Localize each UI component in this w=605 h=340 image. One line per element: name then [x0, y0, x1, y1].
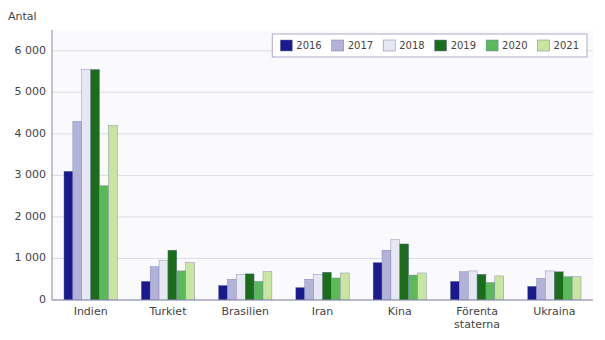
bar	[495, 276, 504, 300]
bar	[82, 69, 91, 300]
y-tick-label: 3 000	[15, 168, 47, 181]
chart: 0 1 000 2 000 3 000 4 000 5 000 6 000 Antal Indi…	[0, 0, 605, 340]
legend-label: 2016	[296, 40, 321, 51]
legend-label: 2021	[554, 40, 579, 51]
grid-line	[52, 133, 593, 134]
bar	[100, 186, 109, 300]
legend-swatch	[435, 40, 447, 51]
bar	[450, 281, 459, 300]
bar	[219, 285, 228, 300]
legend-swatch	[332, 40, 344, 51]
bar	[186, 263, 195, 300]
bar	[245, 274, 254, 300]
bar	[296, 288, 305, 300]
legend-label: 2019	[451, 40, 476, 51]
y-tick-label: 5 000	[15, 85, 47, 98]
x-tick-label: Ukraina	[533, 305, 575, 318]
x-tick-label-line: Förenta	[456, 305, 498, 318]
bars	[64, 69, 581, 300]
bar	[572, 277, 581, 300]
y-axis-line	[52, 30, 53, 300]
bar	[254, 281, 263, 300]
bar	[91, 69, 100, 300]
bar	[331, 278, 340, 300]
bar	[528, 286, 537, 300]
bar	[468, 271, 477, 300]
bar	[400, 244, 409, 300]
bar	[373, 263, 382, 300]
bar	[418, 273, 427, 300]
legend-swatch	[280, 40, 292, 51]
y-tick-label: 1 000	[15, 251, 47, 264]
bar	[168, 250, 177, 300]
y-tick-label: 0	[39, 293, 46, 306]
legend-frame	[272, 34, 587, 57]
y-tick-label: 6 000	[15, 44, 47, 57]
y-tick-label: 2 000	[15, 210, 47, 223]
bar	[391, 240, 400, 300]
bar	[537, 278, 546, 300]
x-tick-label: Brasilien	[221, 305, 268, 318]
x-tick-label-line: Indien	[74, 305, 108, 318]
bar	[305, 279, 314, 300]
legend-label: 2017	[348, 40, 373, 51]
legend-swatch	[486, 40, 498, 51]
legend-label: 2020	[502, 40, 527, 51]
bar	[477, 274, 486, 300]
legend-label: 2018	[399, 40, 424, 51]
bar	[545, 271, 554, 300]
y-tick-label: 4 000	[15, 127, 47, 140]
x-tick-label-line: Turkiet	[148, 305, 187, 318]
grid-line	[52, 258, 593, 259]
bar	[554, 272, 563, 300]
bar	[409, 275, 418, 300]
grid-line	[52, 300, 593, 301]
bar	[459, 272, 468, 300]
x-tick-label-line: Kina	[388, 305, 412, 318]
x-tick-label: Iran	[312, 305, 334, 318]
bar	[236, 274, 245, 300]
bar	[227, 279, 236, 300]
bar	[314, 274, 323, 300]
bar	[486, 283, 495, 300]
x-axis-line	[52, 300, 593, 301]
y-axis-label: Antal	[8, 10, 37, 23]
bar	[64, 171, 73, 300]
bar	[323, 272, 332, 300]
bar	[563, 277, 572, 300]
x-tick-label-line: Brasilien	[221, 305, 268, 318]
grid-line	[52, 175, 593, 176]
bar	[141, 281, 150, 300]
x-tick-label: Förentastaterna	[454, 305, 500, 331]
x-tick-label-line: Ukraina	[533, 305, 575, 318]
x-tick-label: Turkiet	[148, 305, 187, 318]
x-tick-label: Indien	[74, 305, 108, 318]
x-tick-label: Kina	[388, 305, 412, 318]
bar	[73, 121, 82, 300]
legend-swatch	[538, 40, 550, 51]
x-tick-label-line: Iran	[312, 305, 334, 318]
bar	[108, 126, 117, 300]
plot-area	[52, 30, 593, 300]
bar	[150, 267, 159, 300]
bar	[263, 272, 272, 300]
x-tick-label-line: staterna	[454, 318, 500, 331]
grid-line	[52, 92, 593, 93]
grid-line	[52, 216, 593, 217]
bar	[177, 271, 186, 300]
legend: 2016 2017 2018 2019 2020 2021	[272, 34, 587, 57]
bar	[340, 273, 349, 300]
bar	[159, 261, 168, 300]
bar	[382, 250, 391, 300]
legend-swatch	[383, 40, 395, 51]
